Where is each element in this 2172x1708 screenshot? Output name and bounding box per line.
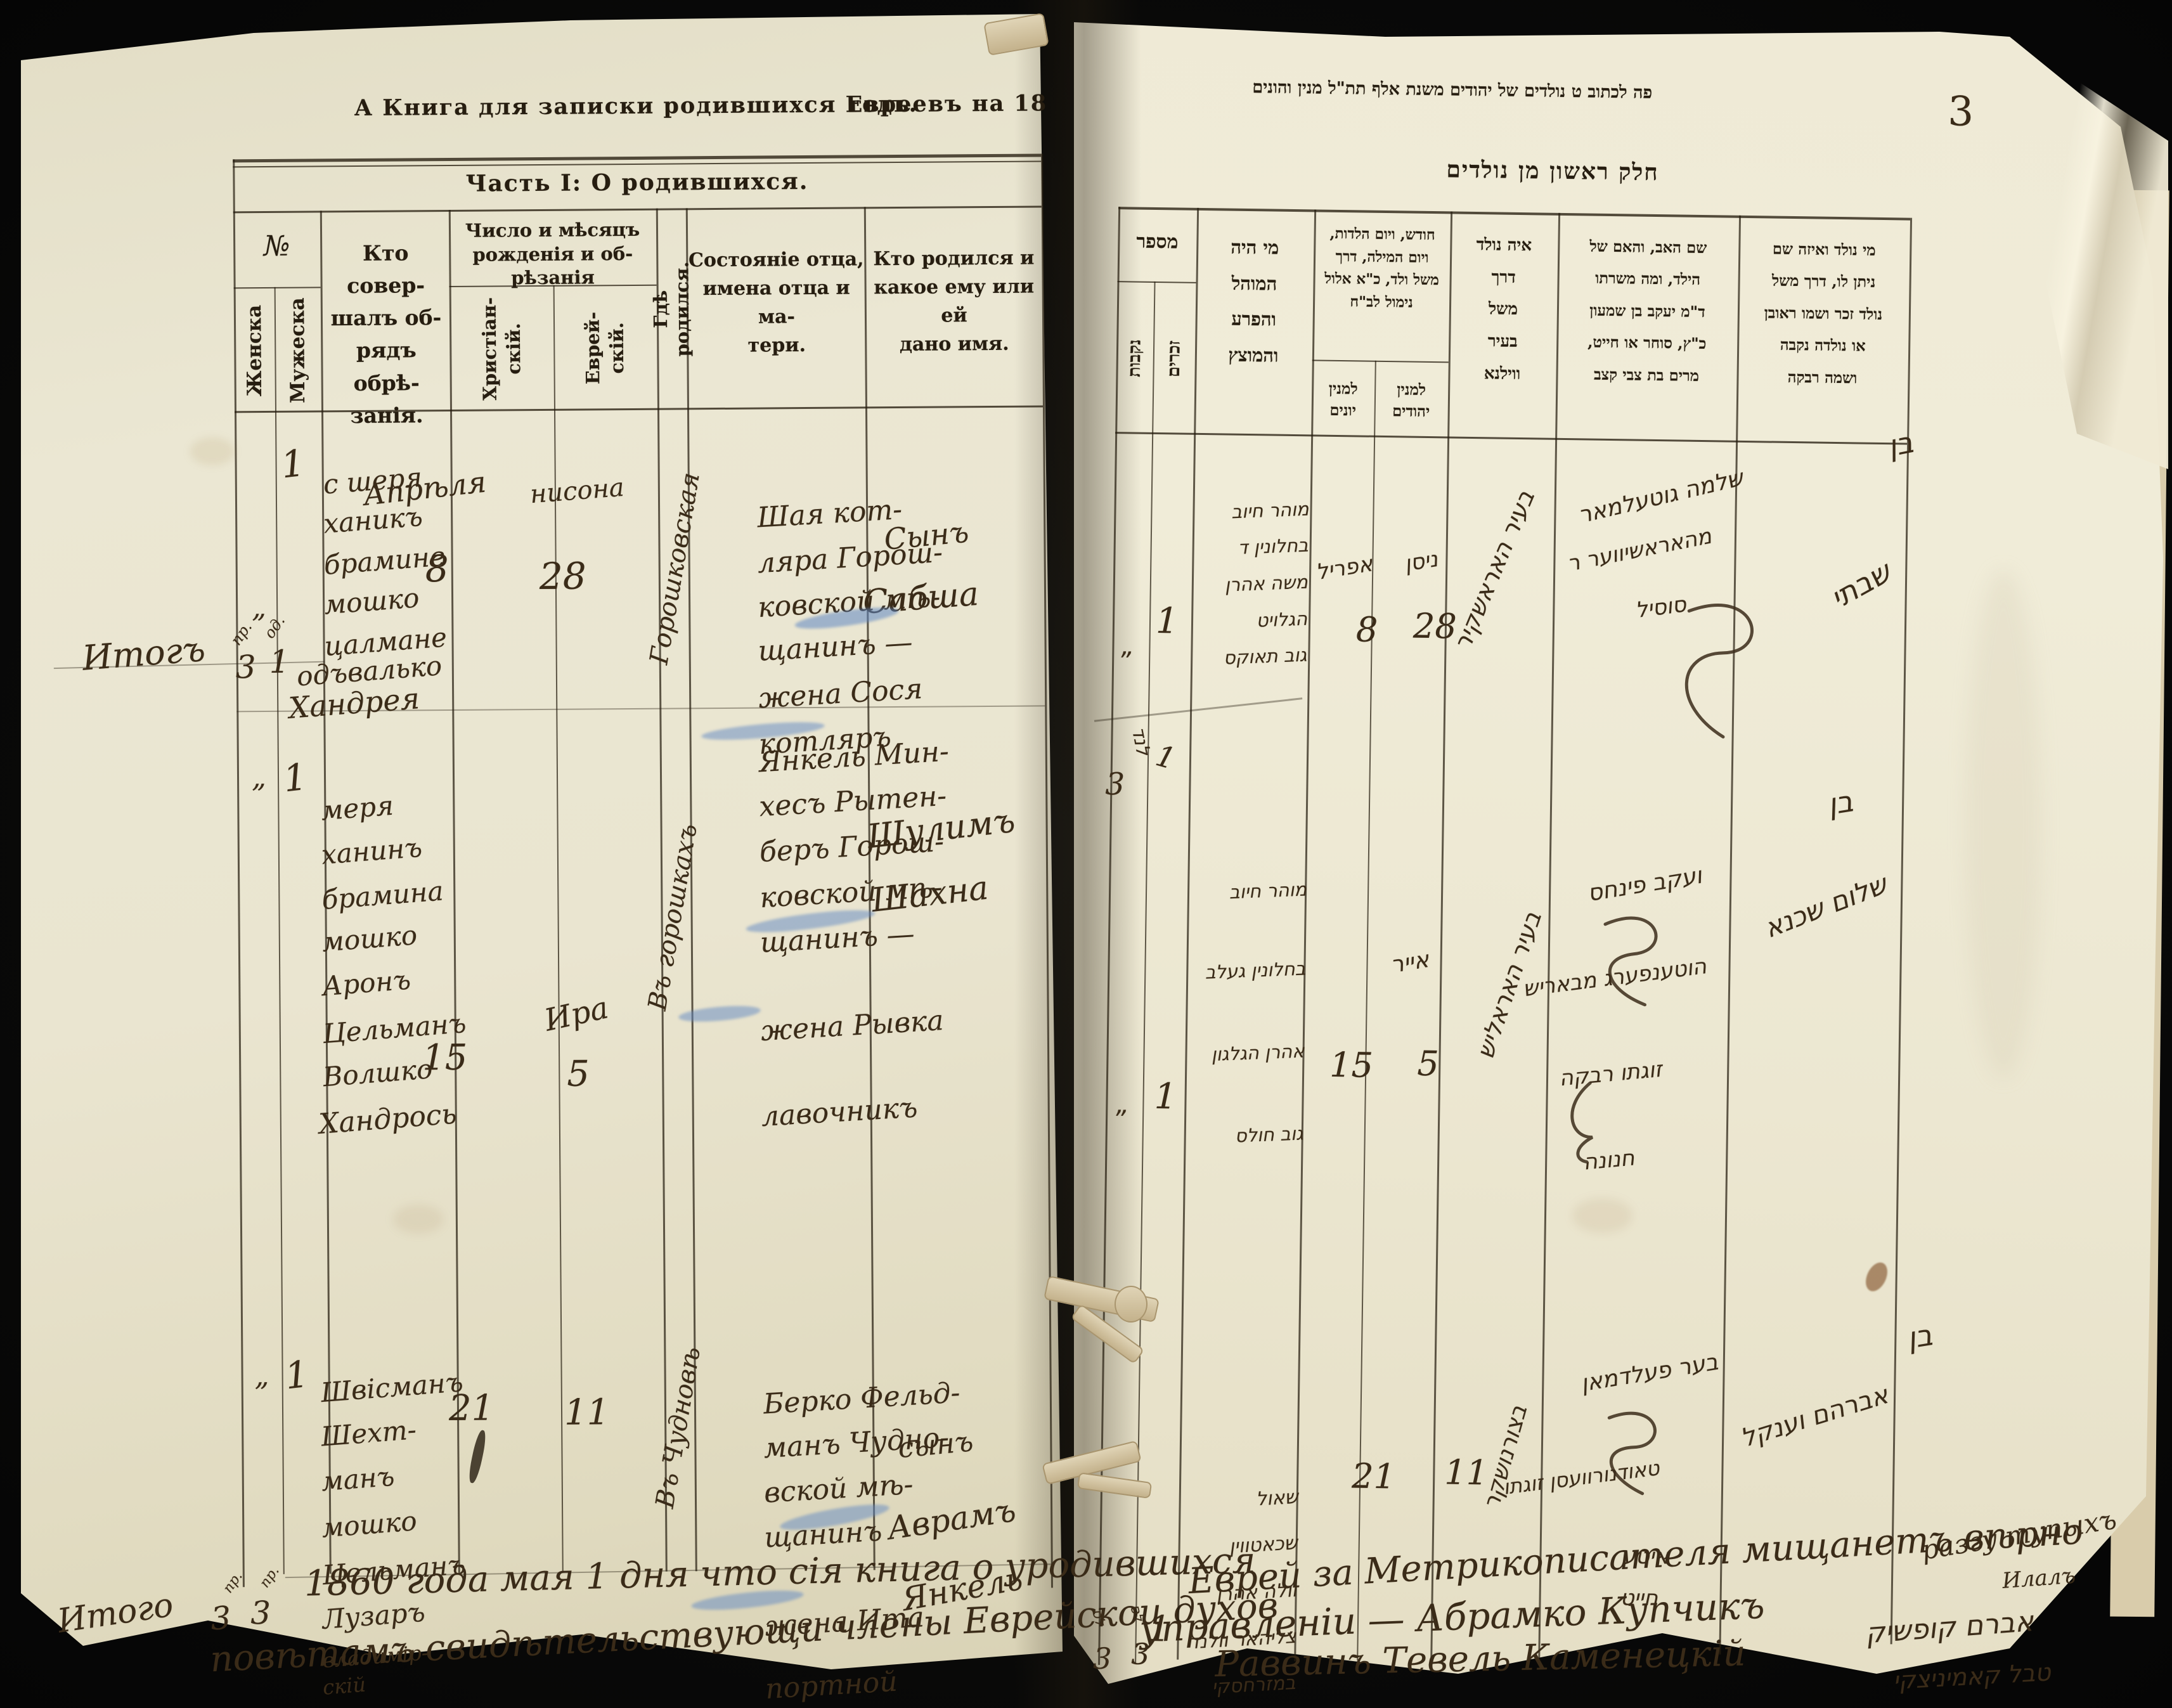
foxing-spot [393,1205,444,1234]
right-date-split-rule [1312,359,1449,363]
record-day-greek: 8 [1355,609,1378,650]
mohel-line: גוב חולס [1234,1122,1304,1147]
ink-flourish [1607,1411,1657,1496]
subtotal-female-count: 3 [1105,766,1125,803]
mohel-line: בחלונין ד [1237,534,1309,559]
child-name-line: אברהם וענקל [1737,1380,1892,1454]
ink-flourish [1684,604,1754,739]
record-day-jewish: 11 [1444,1452,1489,1493]
mohel-line: שאול [1255,1485,1299,1511]
child-name-line: שבתי [1825,554,1897,616]
hebrew-signature: אברם קופשיק [1864,1605,2035,1650]
subtotal-mark: לנד [1127,725,1154,758]
page-number: 3 [1947,88,1974,136]
right-col-line-mohel-date [1294,209,1317,1662]
father-line: שלמה גוטעלמאר [1575,465,1746,529]
right-table-top-rule [1118,207,1911,221]
mohel-line: מוהר חיוב [1231,498,1310,523]
binding-tie-knot [1115,1286,1147,1323]
father-line: בער פעלדמאן [1579,1349,1721,1397]
child-name-line: בן [1885,425,1917,463]
record-female-ditto: „ [1116,1090,1130,1120]
ink-flourish [1603,916,1658,1007]
right-col-header-number: מספר [1136,230,1179,254]
total-mark: לס [1089,1607,1108,1628]
mohel-line: מוהר חיוב [1229,878,1307,903]
right-col-header-parents: שם האב, והאם של הילד, ומה משרתו ד"מ יעקב… [1587,236,1707,385]
ink-flourish [1570,1081,1594,1164]
right-col-header-male: זכרים [1163,340,1184,378]
child-name-line: בן [1825,784,1856,822]
margin-note: разгу тупыхъ [1919,1503,2119,1566]
record-month-greek: אפריל [1314,551,1374,586]
record-month-jewish: אייר [1388,947,1431,979]
right-section-title: חלק ראשון מן נולדים [1446,156,1659,186]
record-male-count: 1 [1154,1076,1177,1118]
right-header-bottom-rule [1115,432,1908,445]
mohel-line: אהרן הגלגון [1210,1040,1305,1066]
hebrew-signature: טבל קאמיניצקי [1892,1658,2052,1695]
child-name-line: שלום שכנא [1759,868,1892,944]
total-female-count: 3 [1092,1641,1112,1676]
right-number-split-rule [1117,281,1196,283]
right-col-line-parents-child [1719,215,1742,1655]
right-subtotal-rule [1094,697,1303,722]
right-col-header-jewish: למנין יהודים [1392,380,1430,420]
left-page [21,14,1063,1669]
father-line: מהאראשיווער ר [1565,523,1714,577]
record-day-jewish: 5 [1416,1043,1440,1084]
child-name-line: בן [1904,1317,1935,1355]
right-col-header-where: איה נולד דרך משל בעיר ווילנא [1476,235,1532,384]
right-col-header-child: מי נולד ואיזה שם ניתן לו, דרך משל נולד ז… [1764,239,1883,387]
right-col-header-mohel: מי היה המוהל והפרע והמוצץ [1228,236,1279,366]
mohel-line: משה אהרן [1224,571,1309,596]
subtotal-male-count: 1 [1152,738,1180,777]
record-female-ditto: „ [1121,631,1135,661]
record-month-jewish: ניסן [1402,546,1440,577]
right-col-line-date-where [1430,211,1453,1664]
record-day-greek: 15 [1329,1044,1374,1085]
mohel-line: גוב תאוקס [1223,644,1307,669]
right-col-header-date: חודש, ויום הלדות, ויום המילה, דרך משל ול… [1324,224,1440,311]
right-header-note: פה לכתוב ט נולדים של יהודים משנת אלף תת"… [1252,77,1653,103]
foxing-spot [1965,571,2041,1078]
mohel-line: בחלונין געלב [1205,957,1306,983]
margin-note: Илалъ [2001,1563,2077,1594]
right-col-line-where-parents [1538,212,1561,1659]
record-where-born: בעיר האראשקיר [1448,486,1540,654]
record-day-greek: 21 [1351,1456,1396,1497]
mohel-line: הגלויט [1255,607,1308,631]
gutter-shadow [1014,0,1141,1708]
father-line: ועקב פינחס [1586,862,1704,907]
right-col-header-female: נקבות [1124,339,1145,378]
foxing-spot [1572,1198,1632,1233]
record-male-count: 1 [1155,600,1179,642]
foxing-spot [190,437,235,465]
right-col-header-greek: למנין יונים [1328,378,1358,419]
